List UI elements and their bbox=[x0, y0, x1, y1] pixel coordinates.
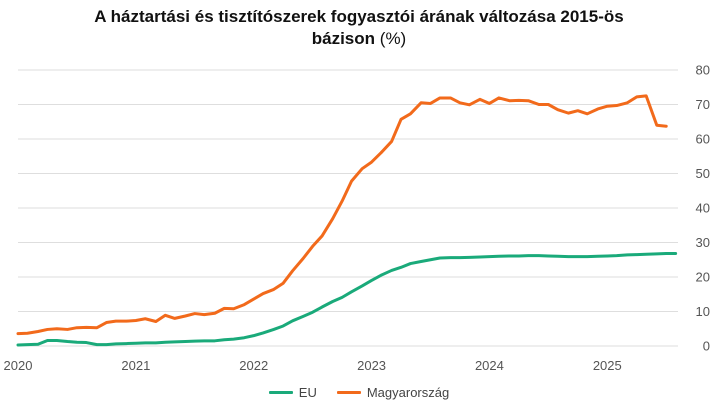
legend-label-eu: EU bbox=[298, 385, 317, 400]
x-tick-label: 2023 bbox=[357, 358, 386, 373]
x-axis: 2020 2021 2022 2023 2024 2025 bbox=[4, 358, 622, 373]
x-tick-label: 2024 bbox=[475, 358, 504, 373]
y-tick-label: 70 bbox=[696, 97, 710, 112]
grid bbox=[18, 69, 678, 347]
legend: EU Magyarország bbox=[0, 385, 718, 400]
x-tick-label: 2022 bbox=[239, 358, 268, 373]
y-tick-label: 60 bbox=[696, 132, 710, 147]
x-tick-label: 2021 bbox=[121, 358, 150, 373]
legend-item-hu[interactable]: Magyarország bbox=[336, 385, 450, 400]
x-tick-label: 2020 bbox=[4, 358, 33, 373]
y-tick-label: 50 bbox=[696, 166, 710, 181]
legend-swatch-hu bbox=[336, 391, 361, 394]
chart-title-unit: (%) bbox=[379, 29, 407, 48]
y-tick-label: 40 bbox=[696, 201, 710, 216]
y-tick-label: 80 bbox=[696, 63, 710, 78]
chart-title-line1: A háztartási és tisztítószerek fogyasztó… bbox=[94, 7, 624, 26]
chart-title-bold: bázison bbox=[311, 29, 376, 48]
chart-title-line2: bázison (%) bbox=[0, 28, 718, 50]
legend-label-hu: Magyarország bbox=[366, 385, 450, 400]
y-tick-label: 30 bbox=[696, 235, 710, 250]
y-tick-label: 20 bbox=[696, 270, 710, 285]
y-tick-label: 0 bbox=[703, 339, 710, 354]
y-axis: 0 10 20 30 40 50 60 70 80 bbox=[696, 63, 710, 354]
series-group bbox=[16, 94, 678, 347]
series-line-eu[interactable] bbox=[16, 252, 678, 347]
series-line-hu[interactable] bbox=[16, 94, 668, 336]
chart-title: A háztartási és tisztítószerek fogyasztó… bbox=[0, 6, 718, 50]
y-tick-label: 10 bbox=[696, 304, 710, 319]
legend-item-eu[interactable]: EU bbox=[268, 385, 317, 400]
legend-swatch-eu bbox=[268, 391, 293, 394]
x-tick-label: 2025 bbox=[593, 358, 622, 373]
